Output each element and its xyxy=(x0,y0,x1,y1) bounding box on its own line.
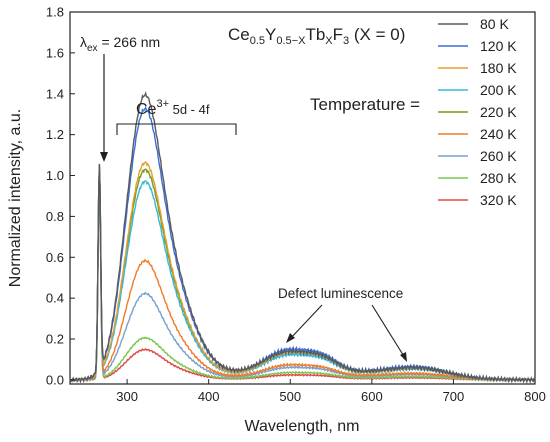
legend-label: 320 K xyxy=(480,192,517,208)
y-tick-label: 0.2 xyxy=(46,332,64,347)
legend-label: 80 K xyxy=(480,16,509,32)
y-tick-label: 0.0 xyxy=(46,372,64,387)
series-line-80-K xyxy=(69,91,535,384)
excitation-annotation: λex = 266 nm xyxy=(80,34,160,54)
series-line-180-K xyxy=(69,160,536,383)
y-tick-label: 0.6 xyxy=(46,250,64,265)
legend-label: 220 K xyxy=(480,104,517,120)
legend-label: 280 K xyxy=(480,170,517,186)
y-tick-label: 0.8 xyxy=(46,209,64,224)
y-tick-label: 0.4 xyxy=(46,291,64,306)
y-axis-title: Normalized intensity, a.u. xyxy=(7,109,24,287)
x-tick-label: 700 xyxy=(443,389,465,404)
x-tick-label: 600 xyxy=(361,389,383,404)
x-tick-label: 300 xyxy=(116,389,138,404)
series-line-280-K xyxy=(69,173,536,382)
y-tick-label: 1.2 xyxy=(46,127,64,142)
defect-arrowhead-right xyxy=(400,352,407,362)
ce-band-bracket xyxy=(116,123,237,135)
composition-label: Ce0.5Y0.5−XTbXF3 (X = 0) xyxy=(228,25,405,47)
defect-arrow-right xyxy=(371,304,406,359)
legend-label: 120 K xyxy=(480,38,517,54)
y-axis: 0.0 0.2 0.4 0.6 0.8 1.0 1.2 1.4 1.6 1.8 xyxy=(46,5,75,387)
x-tick-label: 400 xyxy=(198,389,220,404)
y-tick-label: 1.6 xyxy=(46,45,64,60)
plot-frame xyxy=(69,11,536,385)
legend-label: 260 K xyxy=(480,148,517,164)
legend: 80 K 120 K 180 K 200 K 220 K 240 K 260 K 280 K 3… xyxy=(438,16,517,208)
temperature-label: Temperature = xyxy=(310,95,420,114)
excitation-arrowhead xyxy=(100,152,108,162)
legend-label: 180 K xyxy=(480,60,517,76)
series-line-240-K xyxy=(69,171,535,383)
series-line-120-K xyxy=(69,105,535,384)
x-axis-title: Wavelength, nm xyxy=(244,418,359,435)
defect-label: Defect luminescence xyxy=(278,286,403,301)
ce-band-label: Ce3+ 5d - 4f xyxy=(136,98,210,118)
legend-label: 240 K xyxy=(480,126,517,142)
defect-arrow-left xyxy=(288,304,323,341)
y-tick-label: 1.0 xyxy=(46,168,64,183)
y-tick-label: 1.4 xyxy=(46,86,64,101)
x-tick-label: 500 xyxy=(279,389,301,404)
x-tick-label: 800 xyxy=(524,389,546,404)
x-axis: 300 400 500 600 700 800 xyxy=(116,379,546,404)
series-layer xyxy=(69,91,536,384)
legend-label: 200 K xyxy=(480,82,517,98)
defect-arrowhead-left xyxy=(286,333,295,343)
y-tick-label: 1.8 xyxy=(46,5,64,20)
